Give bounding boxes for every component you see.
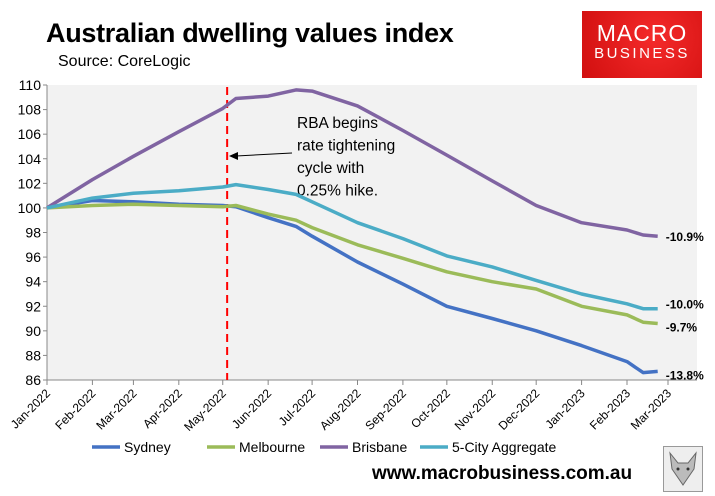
annotation-text: RBA begins	[297, 115, 378, 132]
x-tick-label: Feb-2022	[52, 386, 98, 432]
y-tick-label: 92	[25, 298, 41, 314]
y-tick-label: 106	[18, 126, 42, 142]
x-tick-label: Nov-2022	[452, 386, 499, 433]
end-label: -10.0%	[666, 298, 704, 312]
x-tick-label: Jul-2022	[276, 386, 319, 429]
legend-label: Melbourne	[239, 439, 305, 455]
x-tick-label: Mar-2023	[628, 386, 674, 432]
x-tick-label: Jun-2022	[229, 386, 275, 432]
y-tick-label: 90	[25, 323, 41, 339]
fox-logo-icon	[663, 446, 703, 492]
logo-line1: MACRO	[596, 20, 688, 46]
x-tick-label: Oct-2022	[408, 386, 453, 431]
annotation-text: rate tightening	[297, 138, 395, 155]
macrobusiness-logo: MACRO BUSINESS	[582, 11, 702, 78]
x-tick-label: Apr-2022	[140, 386, 185, 431]
y-tick-label: 108	[18, 102, 42, 118]
legend-label: Sydney	[124, 439, 171, 455]
chart-title: Australian dwelling values index	[46, 18, 454, 48]
x-tick-label: Aug-2022	[317, 386, 364, 433]
x-tick-label: Mar-2022	[93, 386, 139, 432]
chart-source: Source: CoreLogic	[58, 53, 191, 70]
y-tick-label: 98	[25, 225, 41, 241]
x-tick-label: Feb-2023	[587, 386, 633, 432]
series-line-brisbane	[46, 88, 658, 238]
y-tick-label: 102	[18, 175, 42, 191]
plot-area	[47, 85, 697, 380]
series-line-5-city-aggregate	[46, 182, 658, 311]
annotation-arrow-line	[235, 152, 293, 157]
legend-label: Brisbane	[352, 439, 407, 455]
annotation-text: cycle with	[297, 160, 364, 177]
y-tick-label: 86	[25, 372, 41, 388]
annotation-arrow-head	[229, 152, 238, 160]
legend-label: 5-City Aggregate	[452, 439, 556, 455]
y-tick-label: 110	[19, 77, 42, 93]
x-tick-label: May-2022	[181, 386, 229, 434]
annotation-text: 0.25% hike.	[297, 183, 378, 200]
end-label: -13.8%	[666, 368, 704, 382]
footer-url: www.macrobusiness.com.au	[372, 463, 633, 484]
x-tick-label: Jan-2022	[8, 386, 54, 432]
y-tick-label: 96	[25, 249, 41, 265]
x-tick-label: Sep-2022	[362, 386, 409, 433]
end-label: -9.7%	[666, 320, 698, 334]
x-tick-label: Dec-2022	[496, 386, 543, 433]
y-tick-label: 88	[25, 347, 41, 363]
x-tick-label: Jan-2023	[542, 386, 588, 432]
series-line-melbourne	[46, 202, 658, 326]
y-tick-label: 94	[25, 274, 41, 290]
logo-line2: BUSINESS	[594, 45, 690, 62]
end-label: -10.9%	[666, 230, 704, 244]
y-tick-label: 100	[18, 200, 42, 216]
y-tick-label: 104	[18, 151, 42, 167]
